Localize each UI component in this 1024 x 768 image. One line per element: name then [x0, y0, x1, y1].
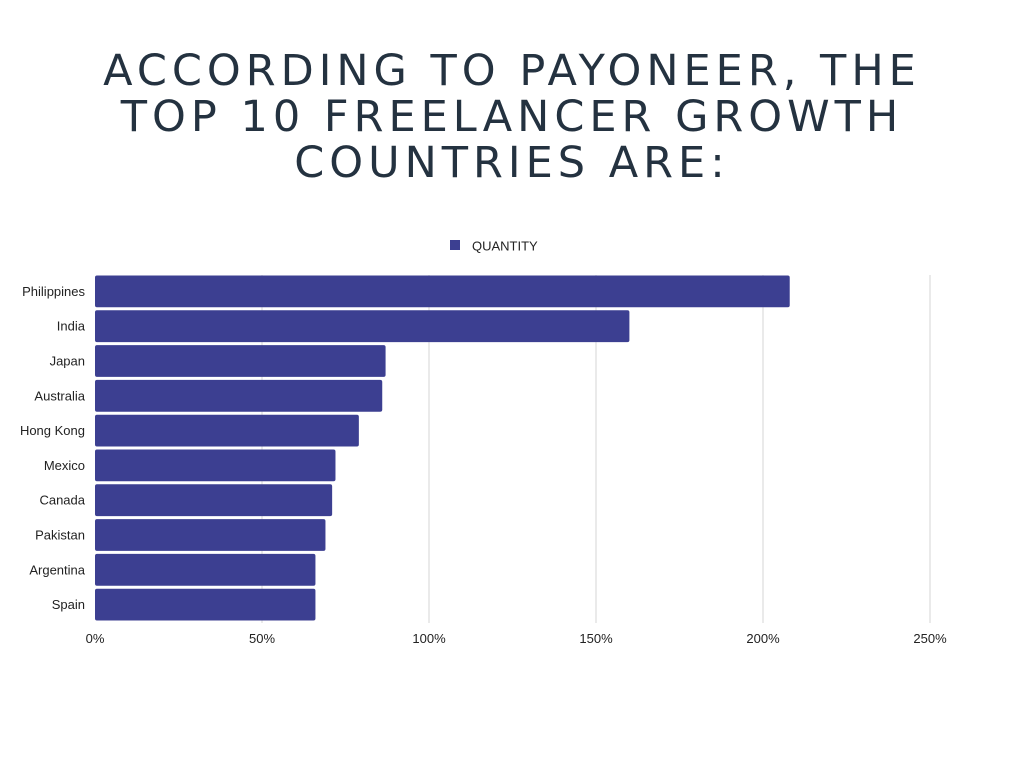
x-tick-label: 100% — [412, 631, 446, 646]
category-label: Spain — [52, 597, 85, 612]
bar — [95, 379, 383, 412]
bar — [95, 275, 790, 308]
category-label: Japan — [50, 354, 85, 369]
category-label: Philippines — [22, 284, 85, 299]
chart-title-line-3: COUNTRIES ARE: — [294, 138, 730, 188]
x-tick-label: 150% — [579, 631, 613, 646]
legend-label: QUANTITY — [472, 239, 538, 254]
chart-title: ACCORDING TO PAYONEER, THE TOP 10 FREELA… — [0, 48, 1024, 186]
chart-title-line-1: ACCORDING TO PAYONEER, THE — [103, 46, 921, 96]
bar — [95, 519, 326, 551]
bar — [95, 310, 630, 343]
category-label: Canada — [39, 493, 85, 508]
x-tick-label: 250% — [913, 631, 947, 646]
category-labels: Philippines India Japan Australia Hong Kong M… — [20, 284, 86, 612]
bar — [95, 553, 316, 586]
category-label: Argentina — [29, 562, 85, 577]
bar — [95, 588, 316, 621]
bars — [95, 275, 790, 621]
bar — [95, 484, 333, 517]
bar — [95, 414, 359, 447]
bar — [95, 345, 386, 377]
category-label: Hong Kong — [20, 423, 85, 438]
category-label: India — [57, 319, 86, 334]
chart-title-line-2: TOP 10 FREELANCER GROWTH — [120, 92, 904, 142]
legend: QUANTITY — [450, 239, 538, 254]
legend-swatch — [450, 240, 460, 250]
x-tick-label: 200% — [746, 631, 780, 646]
bar — [95, 449, 336, 482]
x-tick-label: 50% — [249, 631, 275, 646]
category-label: Pakistan — [35, 528, 85, 543]
x-axis-tick-labels: 0% 50% 100% 150% 200% 250% — [86, 631, 947, 646]
category-label: Australia — [34, 388, 85, 403]
category-label: Mexico — [44, 458, 85, 473]
x-tick-label: 0% — [86, 631, 105, 646]
